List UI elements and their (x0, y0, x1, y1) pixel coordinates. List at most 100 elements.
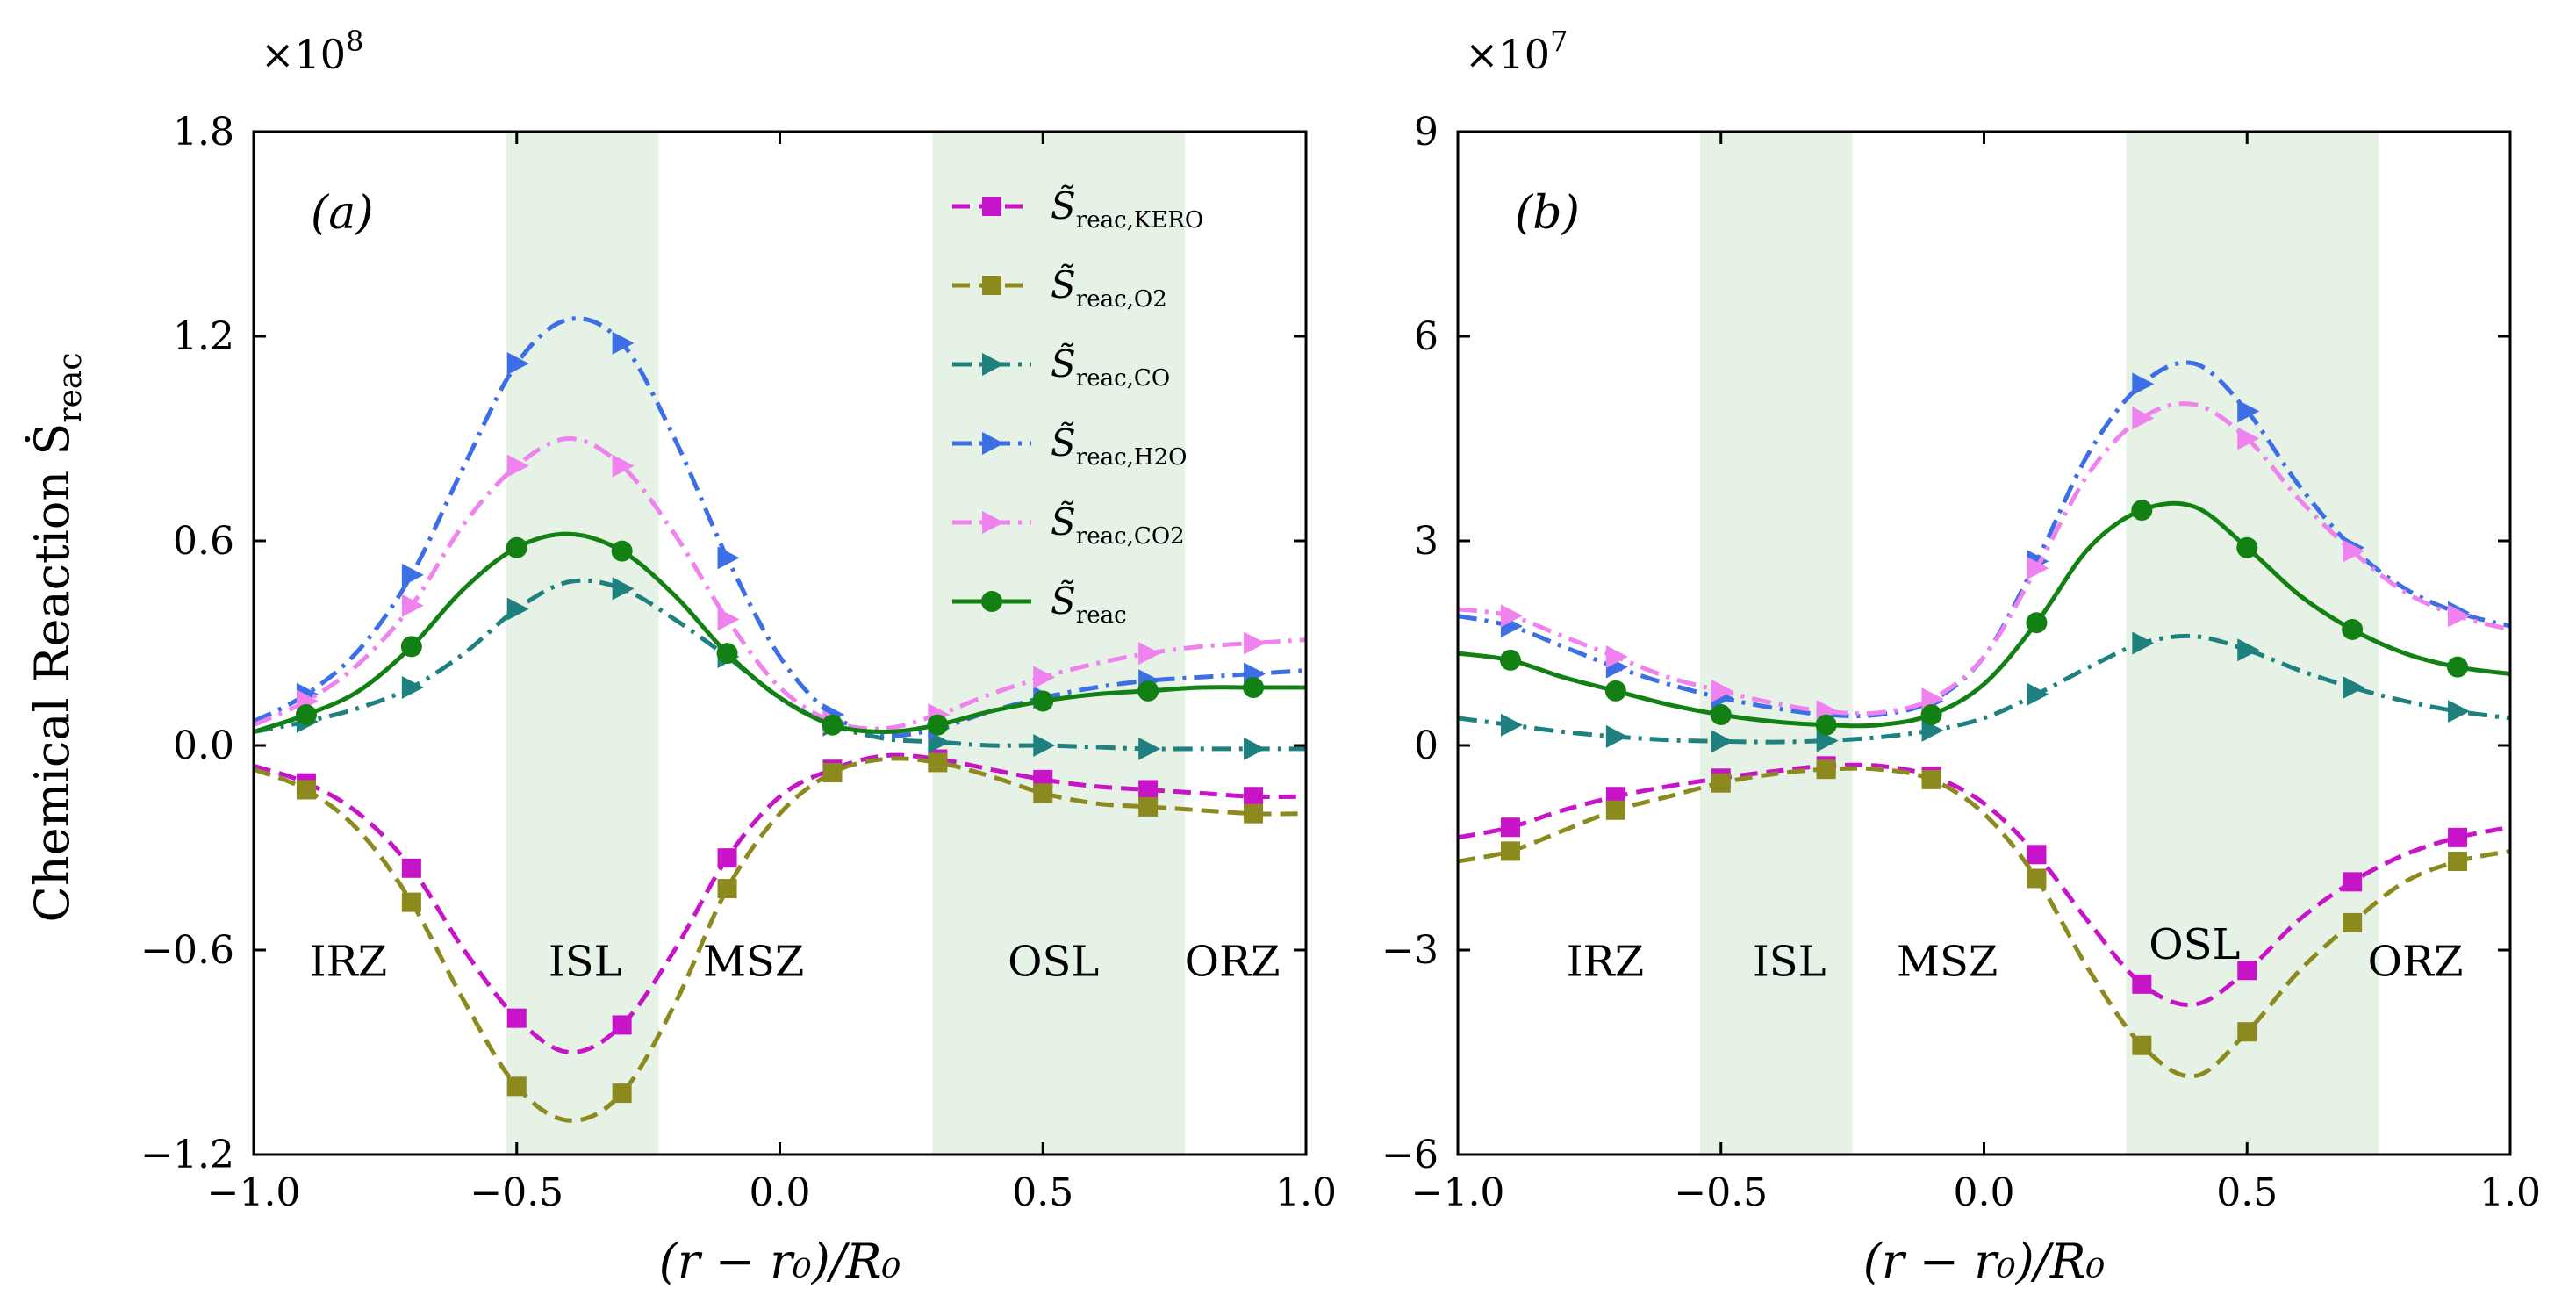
legend-label-kero: S̃reac,KERO (1051, 184, 1203, 234)
legend-marker-co2 (982, 511, 1004, 534)
x-tick-label-1: −0.5 (1674, 1170, 1768, 1215)
legend-marker-total (981, 591, 1002, 612)
zone-label-msz: MSZ (1897, 938, 1998, 987)
point-kero-11 (2027, 845, 2047, 865)
y-tick-label-1: −0.6 (140, 928, 234, 973)
point-o2-19 (1244, 803, 1264, 824)
point-o2-5 (506, 1076, 527, 1097)
point-o2-9 (717, 879, 737, 899)
zone-label-osl: OSL (2149, 920, 2240, 969)
panel-a: IRZ ISL MSZ OSL ORZ −1.0 −0.5 0.0 0.5 1.0 −1.2 −0.6… (140, 25, 1337, 1289)
legend-label-h2o: S̃reac,H2O (1051, 421, 1187, 471)
legend-marker-o2 (982, 276, 1001, 295)
legend-label-main: S̃ (1051, 184, 1076, 227)
x-tick-label-0: −1.0 (1411, 1170, 1505, 1215)
series-co (1458, 631, 2510, 753)
point-co-13 (2132, 631, 2155, 655)
point-h2o-5 (506, 352, 529, 376)
point-o2-1 (296, 780, 316, 800)
point-co-7 (1816, 729, 1839, 752)
point-co-15 (2237, 638, 2260, 662)
legend-item-h2o: S̃reac,H2O (952, 421, 1187, 471)
series-total (254, 531, 1306, 736)
point-o2-7 (1816, 759, 1836, 780)
point-kero-15 (2237, 961, 2257, 981)
legend-label-sub: reac,O2 (1076, 286, 1167, 313)
point-co-5 (506, 597, 529, 621)
point-co2-7 (612, 454, 635, 478)
point-h2o-3 (401, 563, 424, 587)
legend-item-co2: S̃reac,CO2 (952, 500, 1185, 550)
point-o2-17 (2343, 912, 2363, 932)
x-tick-label-3: 0.5 (1012, 1170, 1073, 1215)
legend-label-main: S̃ (1051, 421, 1076, 464)
zone-label-msz: MSZ (703, 938, 804, 987)
legend-item-kero: S̃reac,KERO (952, 184, 1203, 234)
exponent-power: 8 (346, 25, 363, 58)
point-total-13 (2131, 500, 2153, 522)
legend-marker-kero (982, 197, 1001, 216)
point-o2-13 (928, 752, 948, 773)
legend-label-co: S̃reac,CO (1051, 342, 1170, 392)
shaded-band-0 (1699, 132, 1853, 1155)
x-tick-label-1: −0.5 (470, 1170, 563, 1215)
point-co2-17 (2343, 539, 2365, 563)
point-o2-3 (401, 892, 421, 912)
zone-label-irz: IRZ (1567, 938, 1644, 987)
zone-label-osl: OSL (1008, 938, 1099, 987)
series-line-o2 (1458, 766, 2510, 1079)
point-total-7 (1815, 714, 1837, 736)
series-line-kero (1458, 762, 2510, 1007)
point-co-3 (401, 675, 424, 699)
point-co2-9 (1921, 687, 1944, 711)
series-line-total (254, 531, 1306, 735)
series-o2 (254, 752, 1306, 1123)
exponent-label: ×108 (261, 25, 363, 78)
y-axis-label-main: Chemical Reaction Ṡ (24, 423, 80, 923)
point-kero-19 (1244, 787, 1264, 807)
point-o2-9 (1921, 769, 1941, 789)
series-co2 (1458, 401, 2510, 723)
y-tick-label-0: −6 (1381, 1133, 1439, 1177)
point-total-7 (611, 540, 633, 562)
point-co-17 (2343, 675, 2365, 699)
point-co2-11 (2027, 557, 2049, 580)
point-co2-19 (1244, 631, 1266, 655)
x-tick-label-3: 0.5 (2216, 1170, 2278, 1215)
y-axis-label-sub: reac (53, 352, 89, 422)
point-kero-1 (1500, 817, 1520, 838)
point-co2-1 (1500, 604, 1523, 628)
point-co-19 (1244, 737, 1266, 760)
point-o2-1 (1500, 841, 1520, 861)
legend-label-sub: reac,CO2 (1076, 523, 1185, 550)
point-o2-5 (1711, 773, 1731, 793)
point-total-19 (1243, 676, 1265, 698)
series-line-total (1458, 500, 2510, 729)
point-co2-9 (717, 608, 740, 631)
point-h2o-15 (2237, 399, 2260, 423)
y-tick-label-3: 3 (1414, 519, 1439, 564)
point-total-17 (1137, 680, 1159, 702)
y-tick-label-5: 1.8 (173, 110, 234, 155)
point-co-17 (1138, 737, 1161, 760)
point-total-5 (506, 536, 527, 558)
point-o2-15 (2237, 1022, 2257, 1042)
point-total-17 (2342, 618, 2364, 640)
panel-label: (a) (311, 187, 374, 240)
exponent-power: 7 (1550, 25, 1568, 58)
point-o2-19 (2448, 852, 2468, 872)
point-co-3 (1605, 724, 1628, 748)
shaded-band-0 (506, 132, 659, 1155)
point-co-9 (1921, 718, 1944, 742)
point-total-9 (1920, 704, 1942, 726)
y-tick-label-2: 0 (1414, 723, 1439, 768)
legend-marker-co (982, 353, 1004, 376)
exponent-label: ×107 (1465, 25, 1568, 78)
legend-label-co2: S̃reac,CO2 (1051, 500, 1185, 550)
zone-label-isl: ISL (1753, 938, 1826, 987)
shaded-band-1 (932, 132, 1186, 1155)
shaded-band-1 (2126, 132, 2379, 1155)
point-co2-5 (1711, 679, 1733, 702)
point-h2o-9 (717, 546, 740, 570)
point-co2-19 (2448, 604, 2471, 628)
